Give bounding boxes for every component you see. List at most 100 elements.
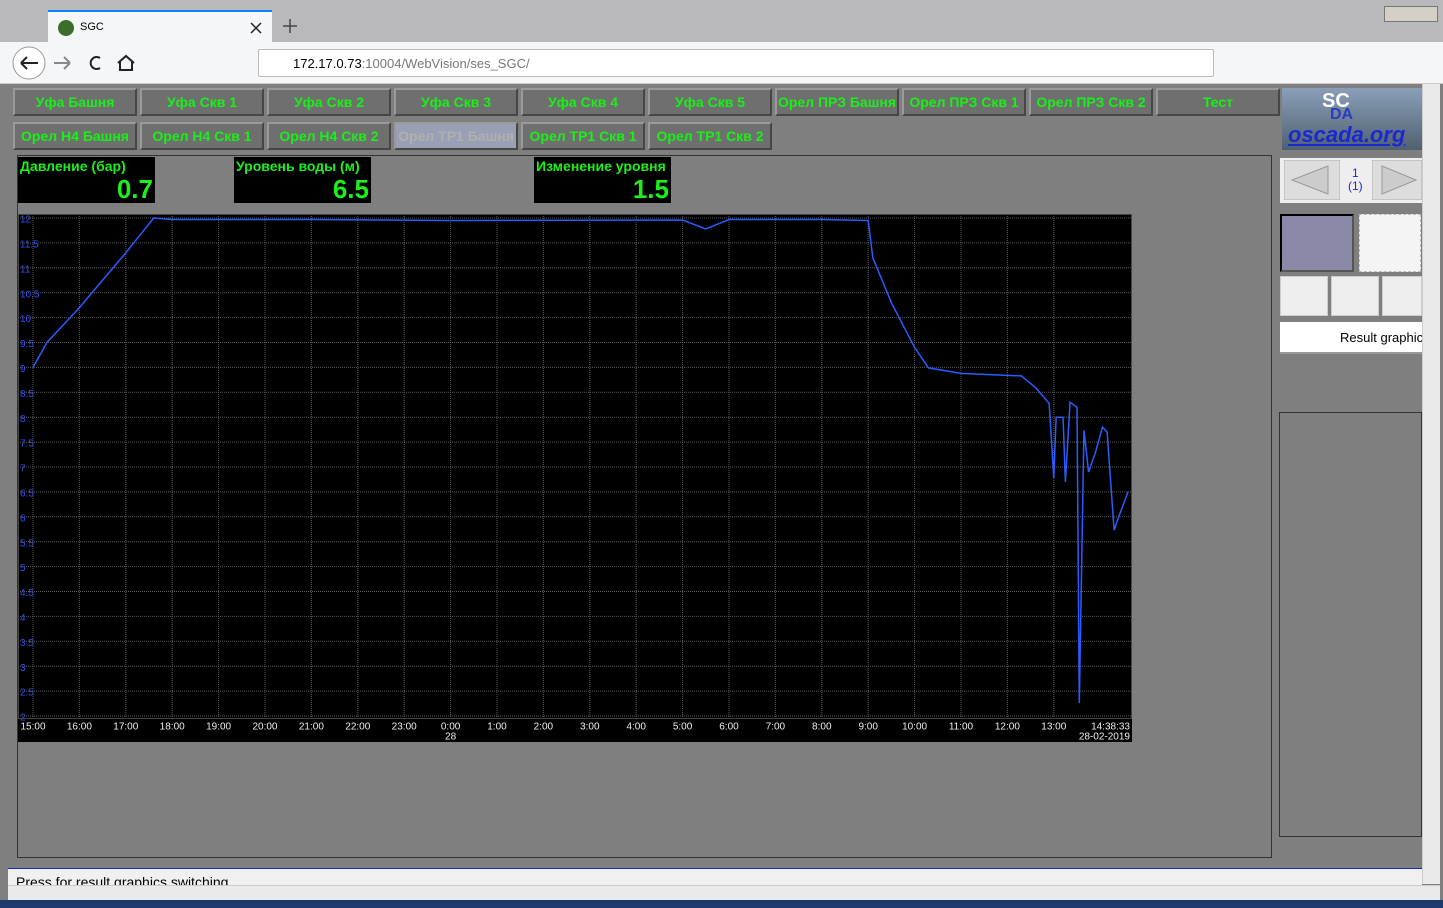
status-bar: Press for result graphics switching [8, 868, 1422, 885]
y-tick-label: 8 [20, 414, 26, 425]
page-total: (1) [1348, 179, 1363, 193]
tab-close[interactable] [250, 22, 262, 34]
y-tick-label: 4 [20, 613, 26, 624]
result-item[interactable]: Result graphic [1280, 322, 1424, 354]
window-controls[interactable] [1384, 6, 1438, 22]
nav-button[interactable]: Уфа Скв 2 [267, 88, 391, 116]
prev-page[interactable] [1284, 160, 1340, 200]
indicator-value: 1.5 [632, 174, 669, 204]
x-tick-label: 18:00 [160, 722, 185, 733]
x-tick-label: 22:00 [345, 722, 370, 733]
x-tick-label: 5:00 [673, 722, 693, 733]
indicator: Изменение уровня 1.5 [534, 157, 671, 204]
tab[interactable]: SGC [48, 10, 272, 42]
url: 172.17.0.73:10004/WebVision/ses_SGC/ [293, 56, 530, 71]
nav-button[interactable]: Орел Н4 Башня [13, 122, 137, 150]
nav-button[interactable]: Орел ТР1 Скв 1 [521, 122, 645, 150]
y-tick-label: 5 [20, 563, 26, 574]
y-tick-label: 10 [20, 314, 32, 325]
x-end-date: 28-02-2019 [1079, 732, 1131, 742]
x-tick-label: 10:00 [902, 722, 927, 733]
y-tick-label: 5.5 [20, 538, 34, 549]
x-tick-label: 12:00 [995, 722, 1020, 733]
data-line [32, 217, 1129, 704]
x-tick-label: 2:00 [534, 722, 554, 733]
x-tick-label: 1:00 [487, 722, 507, 733]
y-tick-label: 4.5 [20, 588, 34, 599]
thumb-active[interactable] [1280, 214, 1354, 272]
nav-button[interactable]: Уфа Скв 3 [394, 88, 518, 116]
chart: 22.533.544.555.566.577.588.599.51010.511… [18, 214, 1132, 742]
logo[interactable]: SC DA oscada.org [1282, 88, 1422, 150]
logo-da: DA [1330, 106, 1354, 123]
thumb[interactable] [1280, 276, 1328, 316]
x-tick-label: 17:00 [113, 722, 138, 733]
x-tick-label: 4:00 [626, 722, 646, 733]
x-tick-label: 13:00 [1041, 722, 1066, 733]
logo-sc: SC [1322, 90, 1350, 112]
x-tick-label: 6:00 [719, 722, 739, 733]
nav-button[interactable]: Тест [1156, 88, 1280, 116]
taskbar [0, 900, 1443, 908]
nav-button[interactable]: Орел ПРЗ Скв 1 [902, 88, 1026, 116]
y-tick-label: 9 [20, 364, 26, 375]
y-tick-label: 12 [20, 215, 32, 226]
logo-site: oscada.org [1288, 122, 1406, 147]
y-tick-label: 3 [20, 663, 26, 674]
nav-button[interactable]: Орел ТР1 Башня [394, 122, 518, 150]
tab-icon [58, 20, 74, 36]
next-page[interactable] [1372, 160, 1422, 200]
plot-frame [18, 214, 1132, 719]
nav-button[interactable]: Орел ТР1 Скв 2 [648, 122, 772, 150]
indicator-label: Давление (бар) [20, 158, 126, 174]
x-tick-label: 21:00 [299, 722, 324, 733]
y-tick-label: 11 [20, 264, 31, 275]
nav-button[interactable]: Орел ПРЗ Скв 2 [1029, 88, 1153, 116]
nav-button[interactable]: Орел Н4 Скв 1 [140, 122, 264, 150]
x-tick-label: 0:00 [441, 722, 461, 733]
main-panel [17, 155, 1272, 858]
y-tick-label: 6.5 [20, 489, 34, 500]
indicator-label: Уровень воды (м) [236, 158, 360, 174]
nav-button[interactable]: Орел Н4 Скв 2 [267, 122, 391, 150]
x-tick-label: 8:00 [812, 722, 832, 733]
tab-title: SGC [80, 21, 104, 33]
thumb[interactable] [1331, 276, 1379, 316]
nav-button[interactable]: Уфа Скв 1 [140, 88, 264, 116]
nav-button[interactable]: Уфа Скв 4 [521, 88, 645, 116]
indicator-value: 6.5 [332, 174, 369, 204]
x-tick-label: 16:00 [67, 722, 92, 733]
x-tick-label: 20:00 [252, 722, 277, 733]
x-tick-label: 3:00 [580, 722, 600, 733]
status-text: Press for result graphics switching [16, 874, 229, 885]
v-scrollbar[interactable] [1422, 84, 1440, 884]
url-bar[interactable]: 172.17.0.73:10004/WebVision/ses_SGC/ [258, 49, 1214, 77]
page-num: 1 [1352, 166, 1359, 180]
x-tick-label: 19:00 [206, 722, 231, 733]
y-tick-label: 7 [20, 464, 26, 475]
page-nav: 1 (1) [1280, 158, 1422, 203]
y-tick-label: 11.5 [20, 240, 39, 251]
x-tick-label: 11:00 [949, 722, 974, 733]
nav-button[interactable]: Уфа Скв 5 [648, 88, 772, 116]
result-label: Result graphic [1340, 330, 1424, 345]
y-tick-label: 7.5 [20, 439, 34, 450]
nav-button[interactable]: Уфа Башня [13, 88, 137, 116]
url-host: 172.17.0.73 [293, 56, 362, 71]
thumb[interactable] [1382, 276, 1422, 316]
nav-buttons[interactable] [12, 46, 142, 80]
indicator: Уровень воды (м) 6.5 [234, 157, 371, 204]
thumb[interactable] [1359, 214, 1421, 272]
y-tick-label: 9.5 [20, 339, 34, 350]
x-tick-label: 7:00 [766, 722, 786, 733]
y-tick-label: 10.5 [20, 289, 40, 300]
x-tick-label: 9:00 [858, 722, 878, 733]
h-scrollbar[interactable] [8, 885, 1440, 900]
indicator-value: 0.7 [116, 174, 153, 204]
indicator-label: Изменение уровня [536, 158, 666, 174]
indicator: Давление (бар) 0.7 [18, 157, 155, 204]
x-tick-label: 15:00 [20, 722, 45, 733]
new-tab[interactable] [282, 18, 298, 34]
nav-button[interactable]: Орел ПРЗ Башня [775, 88, 899, 116]
